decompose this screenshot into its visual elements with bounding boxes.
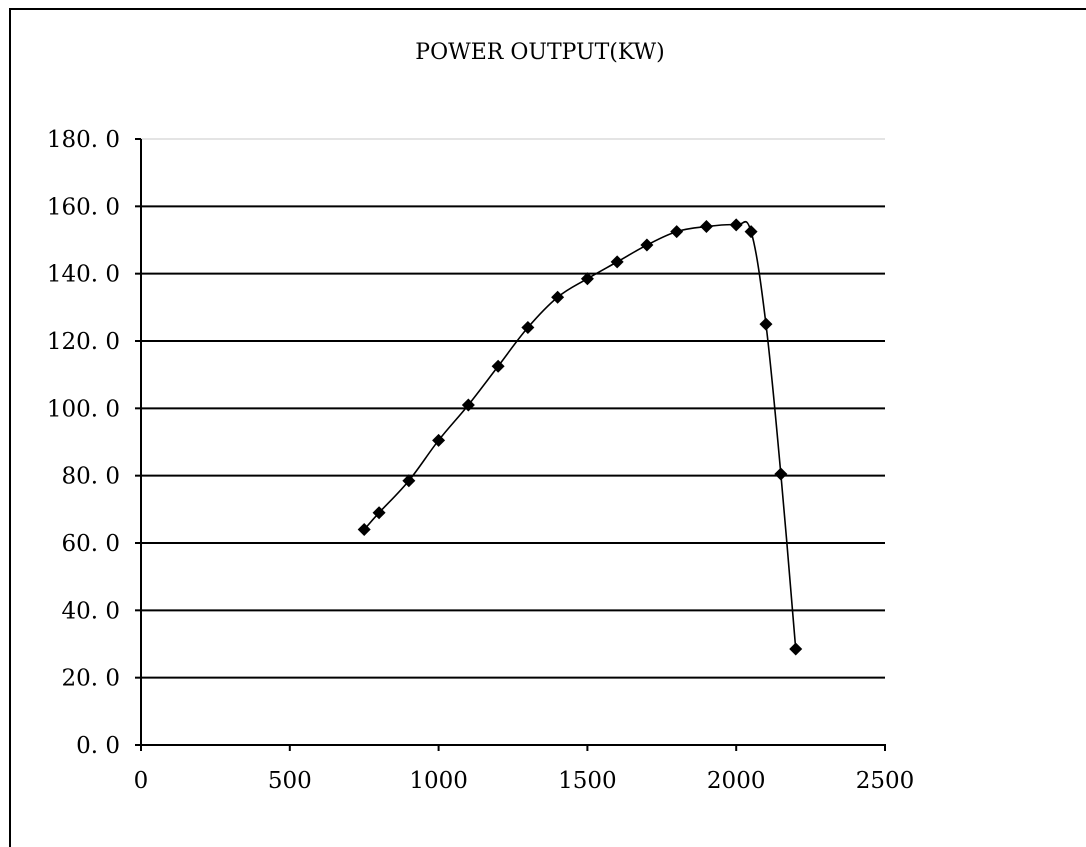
y-tick-label: 80. 0	[61, 464, 120, 490]
y-tick-label: 40. 0	[61, 598, 120, 624]
x-tick-label: 0	[134, 768, 149, 794]
y-tick-label: 120. 0	[47, 329, 120, 355]
data-point	[580, 272, 594, 286]
data-point	[610, 255, 624, 269]
data-point	[372, 506, 386, 520]
data-point	[744, 225, 758, 239]
data-point	[729, 218, 743, 232]
data-point	[491, 359, 505, 373]
y-tick-label: 60. 0	[61, 531, 120, 557]
chart-frame	[9, 8, 1086, 847]
x-tick-label: 1500	[558, 768, 617, 794]
x-tick-label: 1000	[409, 768, 468, 794]
data-point	[402, 474, 416, 488]
x-tick-label: 2000	[707, 768, 766, 794]
y-tick-label: 20. 0	[61, 666, 120, 692]
data-point	[432, 433, 446, 447]
data-point	[759, 317, 773, 331]
chart-title: POWER OUTPUT(KW)	[415, 40, 664, 65]
data-point	[640, 238, 654, 252]
data-point	[789, 642, 803, 656]
y-tick-label: 0. 0	[76, 733, 120, 759]
data-point	[774, 467, 788, 481]
y-tick-label: 100. 0	[47, 396, 120, 422]
data-point	[461, 398, 475, 412]
data-point	[357, 523, 371, 537]
data-point	[551, 290, 565, 304]
x-tick-label: 2500	[856, 768, 915, 794]
data-point	[521, 321, 535, 335]
x-tick-label: 500	[268, 768, 312, 794]
series-line	[363, 221, 797, 650]
y-tick-label: 140. 0	[47, 262, 120, 288]
data-point	[699, 220, 713, 234]
y-tick-label: 180. 0	[47, 127, 120, 153]
y-tick-label: 160. 0	[47, 194, 120, 220]
data-point	[670, 225, 684, 239]
